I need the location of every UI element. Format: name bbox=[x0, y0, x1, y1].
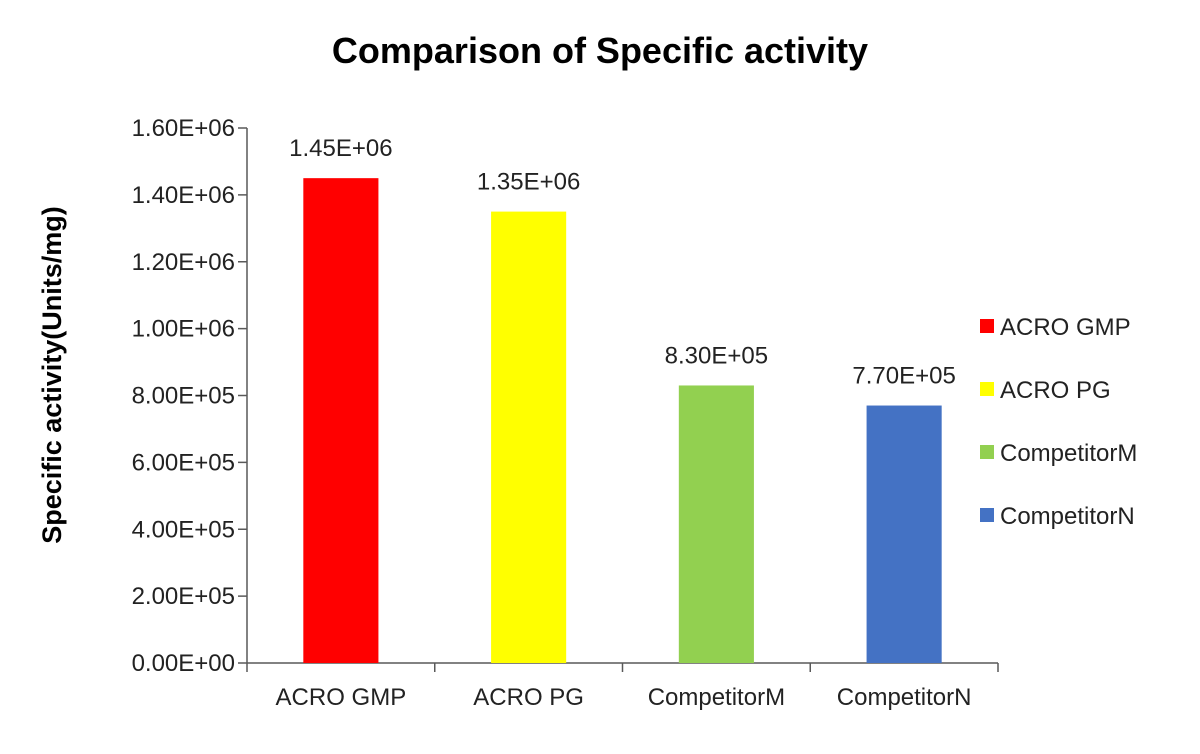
y-tick-label: 8.00E+05 bbox=[132, 383, 235, 410]
bar bbox=[866, 405, 942, 663]
data-labels-group: 1.45E+06 1.35E+06 8.30E+05 7.70E+05 bbox=[289, 135, 956, 389]
legend-swatch bbox=[980, 319, 994, 333]
y-tick-label: 6.00E+05 bbox=[132, 449, 235, 476]
x-category-label: CompetitorN bbox=[837, 684, 972, 711]
legend-swatch bbox=[980, 508, 994, 522]
bar bbox=[303, 178, 379, 663]
legend-label: CompetitorM bbox=[1000, 440, 1137, 467]
y-tick-label: 1.60E+06 bbox=[132, 115, 235, 142]
chart-title: Comparison of Specific activity bbox=[332, 30, 868, 71]
y-tick-label: 1.20E+06 bbox=[132, 249, 235, 276]
legend-label: CompetitorN bbox=[1000, 503, 1135, 530]
legend-label: ACRO GMP bbox=[1000, 314, 1131, 341]
bar bbox=[678, 385, 754, 663]
bar-data-label: 1.35E+06 bbox=[477, 169, 580, 196]
x-axis: ACRO GMP ACRO PG CompetitorM CompetitorN bbox=[246, 662, 999, 711]
x-category-label: ACRO PG bbox=[473, 684, 584, 711]
x-category-label: ACRO GMP bbox=[276, 684, 407, 711]
legend-swatch bbox=[980, 445, 994, 459]
legend-label: ACRO PG bbox=[1000, 377, 1111, 404]
y-axis-label: Specific activity(Units/mg) bbox=[37, 206, 67, 544]
bar-data-label: 7.70E+05 bbox=[852, 363, 955, 390]
bar bbox=[491, 211, 567, 663]
legend: ACRO GMP ACRO PG CompetitorM CompetitorN bbox=[980, 314, 1137, 530]
y-tick-label: 4.00E+05 bbox=[132, 516, 235, 543]
legend-swatch bbox=[980, 382, 994, 396]
y-tick-label: 1.40E+06 bbox=[132, 182, 235, 209]
y-tick-label: 2.00E+05 bbox=[132, 583, 235, 610]
bar-data-label: 1.45E+06 bbox=[289, 135, 392, 162]
y-tick-label: 1.00E+06 bbox=[132, 316, 235, 343]
x-category-label: CompetitorM bbox=[648, 684, 785, 711]
bars-group bbox=[303, 178, 942, 663]
y-axis: 0.00E+00 2.00E+05 4.00E+05 6.00E+05 8.00E+05… bbox=[132, 115, 248, 677]
y-tick-label: 0.00E+00 bbox=[132, 650, 235, 677]
bar-data-label: 8.30E+05 bbox=[665, 342, 768, 369]
